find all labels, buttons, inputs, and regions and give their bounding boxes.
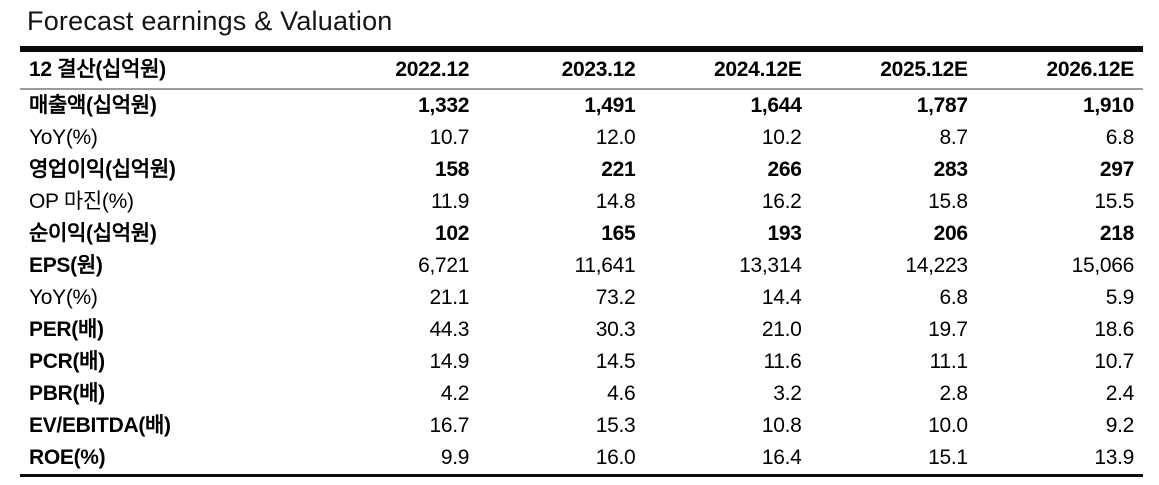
- metric-value-cell: 193: [767, 222, 802, 245]
- metric-value-cell: 165: [601, 222, 636, 245]
- metric-value-cell: 5.9: [1105, 286, 1135, 309]
- metric-label-cell: YoY(%): [29, 126, 98, 149]
- metric-value-cell: 218: [1099, 222, 1134, 245]
- metric-value-cell: 73.2: [595, 286, 636, 309]
- header-year-cell: 2022.12: [311, 49, 479, 90]
- metric-value-cell: 10.2: [761, 126, 802, 149]
- metric-value-cell: 14.5: [595, 350, 636, 373]
- metric-value-cell: 283: [933, 158, 968, 181]
- metric-value-cell: 13,314: [739, 254, 802, 277]
- table-row: YoY(%) 10.7 12.0 10.2 8.7 6.8: [20, 122, 1143, 154]
- metric-label-cell: PBR(배): [29, 382, 105, 405]
- metric-label-cell: EPS(원): [29, 254, 103, 277]
- table-header-row: 12 결산(십억원) 2022.12 2023.12 2024.12E 2025.12E…: [20, 49, 1143, 90]
- metric-value-cell: 15.5: [1094, 190, 1134, 213]
- metric-value-cell: 11.6: [763, 350, 802, 373]
- metric-label-cell: OP 마진(%): [29, 190, 134, 213]
- metric-value-cell: 15.1: [928, 446, 968, 469]
- table-row: ROE(%) 9.9 16.0 16.4 15.1 13.9: [20, 442, 1143, 476]
- metric-value-cell: 11.1: [929, 350, 968, 373]
- table-row: EV/EBITDA(배) 16.7 15.3 10.8 10.0 9.2: [20, 410, 1143, 442]
- metric-value-cell: 14,223: [905, 254, 968, 277]
- metric-value-cell: 10.8: [761, 414, 802, 437]
- metric-value-cell: 14.8: [595, 190, 636, 213]
- metric-value-cell: 9.2: [1105, 414, 1135, 437]
- metric-value-cell: 158: [435, 158, 470, 181]
- metric-value-cell: 15.8: [928, 190, 968, 213]
- metric-value-cell: 6.8: [1105, 126, 1135, 149]
- metric-value-cell: 1,491: [584, 94, 636, 117]
- table-header: 12 결산(십억원) 2022.12 2023.12 2024.12E 2025.12E…: [20, 49, 1143, 90]
- metric-value-cell: 11.9: [431, 190, 470, 213]
- table-row: 순이익(십억원) 102 165 193 206 218: [20, 218, 1143, 250]
- metric-value-cell: 10.0: [928, 414, 968, 437]
- metric-value-cell: 2.4: [1105, 382, 1135, 405]
- header-year-cell: 2026.12E: [976, 49, 1143, 90]
- metric-value-cell: 2.8: [939, 382, 968, 405]
- metric-value-cell: 16.4: [761, 446, 802, 469]
- forecast-valuation-table: 12 결산(십억원) 2022.12 2023.12 2024.12E 2025.12E…: [20, 46, 1143, 477]
- metric-value-cell: 21.1: [429, 286, 470, 309]
- header-label-cell: 12 결산(십억원): [20, 49, 312, 90]
- table-row: 영업이익(십억원) 158 221 266 283 297: [20, 154, 1143, 186]
- header-year-cell: 2025.12E: [810, 49, 977, 90]
- table-row: EPS(원) 6,721 11,641 13,314 14,223 15,066: [20, 250, 1143, 282]
- metric-value-cell: 206: [933, 222, 968, 245]
- metric-value-cell: 16.0: [595, 446, 636, 469]
- metric-label-cell: YoY(%): [29, 286, 98, 309]
- metric-value-cell: 15,066: [1071, 254, 1135, 277]
- table-row: YoY(%) 21.1 73.2 14.4 6.8 5.9: [20, 282, 1143, 314]
- metric-value-cell: 9.9: [440, 446, 470, 469]
- page-title: Forecast earnings & Valuation: [27, 6, 393, 36]
- metric-value-cell: 1,644: [750, 94, 802, 117]
- metric-value-cell: 14.9: [429, 350, 470, 373]
- metric-value-cell: 18.6: [1094, 318, 1134, 341]
- metric-value-cell: 44.3: [429, 318, 470, 341]
- metric-value-cell: 102: [435, 222, 470, 245]
- table-body: 매출액(십억원) 1,332 1,491 1,644 1,787 1,910 YoY(%) 1…: [20, 89, 1143, 476]
- metric-label-cell: 영업이익(십억원): [29, 158, 176, 181]
- metric-value-cell: 221: [601, 158, 636, 181]
- metric-value-cell: 19.7: [928, 318, 968, 341]
- metric-value-cell: 16.2: [761, 190, 802, 213]
- metric-value-cell: 4.2: [440, 382, 470, 405]
- metric-value-cell: 3.2: [773, 382, 802, 405]
- metric-value-cell: 4.6: [607, 382, 636, 405]
- metric-value-cell: 21.0: [761, 318, 802, 341]
- metric-value-cell: 16.7: [429, 414, 470, 437]
- metric-value-cell: 15.3: [595, 414, 636, 437]
- table-row: PCR(배) 14.9 14.5 11.6 11.1 10.7: [20, 346, 1143, 378]
- table-row: PER(배) 44.3 30.3 21.0 19.7 18.6: [20, 314, 1143, 346]
- metric-label-cell: 매출액(십억원): [29, 94, 157, 117]
- metric-label-cell: PCR(배): [29, 350, 105, 373]
- metric-value-cell: 1,787: [916, 94, 968, 117]
- metric-value-cell: 10.7: [1094, 350, 1134, 373]
- metric-value-cell: 30.3: [595, 318, 636, 341]
- metric-value-cell: 10.7: [429, 126, 470, 149]
- metric-label-cell: ROE(%): [29, 446, 106, 469]
- metric-label-cell: EV/EBITDA(배): [29, 414, 171, 437]
- metric-value-cell: 6,721: [418, 254, 470, 277]
- metric-value-cell: 12.0: [595, 126, 636, 149]
- table-row: 매출액(십억원) 1,332 1,491 1,644 1,787 1,910: [20, 89, 1143, 122]
- metric-value-cell: 266: [767, 158, 802, 181]
- metric-value-cell: 6.8: [939, 286, 968, 309]
- metric-value-cell: 13.9: [1094, 446, 1134, 469]
- header-year-cell: 2023.12: [478, 49, 645, 90]
- metric-value-cell: 1,910: [1082, 94, 1134, 117]
- table-row: OP 마진(%) 11.9 14.8 16.2 15.8 15.5: [20, 186, 1143, 218]
- metric-value-cell: 11,641: [574, 254, 636, 277]
- metric-label-cell: 순이익(십억원): [29, 222, 157, 245]
- header-year-cell: 2024.12E: [644, 49, 811, 90]
- metric-value-cell: 1,332: [418, 94, 470, 117]
- metric-label-cell: PER(배): [29, 318, 104, 341]
- metric-value-cell: 297: [1099, 158, 1134, 181]
- table-row: PBR(배) 4.2 4.6 3.2 2.8 2.4: [20, 378, 1143, 410]
- metric-value-cell: 8.7: [939, 126, 968, 149]
- metric-value-cell: 14.4: [761, 286, 802, 309]
